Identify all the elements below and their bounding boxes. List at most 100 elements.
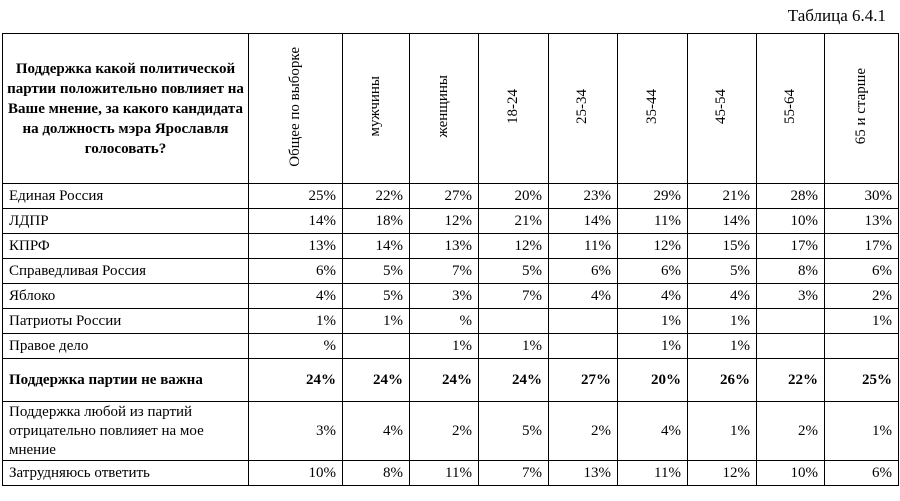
table-row: ЛДПР 14% 18% 12% 21% 14% 11% 14% 10% 13% <box>2 208 899 234</box>
table-cell: % <box>248 333 343 359</box>
column-header: 18-24 <box>478 33 549 184</box>
table-cell: 2% <box>409 401 479 461</box>
row-label: Патриоты России <box>2 308 249 334</box>
table-cell: 23% <box>548 183 618 209</box>
column-header-label: 18-24 <box>504 89 521 124</box>
table-cell <box>342 333 410 359</box>
header-row: Поддержка какой политической партии поло… <box>2 33 899 184</box>
column-header: 45-54 <box>687 33 757 184</box>
table-cell: 6% <box>824 460 899 486</box>
table-cell: 18% <box>342 208 410 234</box>
column-header-label: 65 и старше <box>852 68 869 145</box>
column-header: 25-34 <box>548 33 618 184</box>
table-cell: 25% <box>824 358 899 402</box>
row-label: Яблоко <box>2 283 249 309</box>
table-cell <box>756 333 825 359</box>
table-cell: 1% <box>342 308 410 334</box>
table-cell: 25% <box>248 183 343 209</box>
table-cell: 3% <box>248 401 343 461</box>
table-row: Поддержка любой из партий отрицательно п… <box>2 401 899 461</box>
table-cell: 20% <box>617 358 688 402</box>
table-cell: 7% <box>409 258 479 284</box>
table-cell: 12% <box>687 460 757 486</box>
table-row: Патриоты России 1% 1%% 1% 1% 1% <box>2 308 899 334</box>
table-cell: 22% <box>342 183 410 209</box>
column-header: женщины <box>409 33 479 184</box>
column-header-label: Общее по выборке <box>286 46 303 167</box>
table-cell: 6% <box>548 258 618 284</box>
table-cell: 17% <box>756 233 825 259</box>
column-header-label: 35-44 <box>643 89 660 124</box>
table-cell: 4% <box>617 283 688 309</box>
table-cell: 20% <box>478 183 549 209</box>
table-cell: % <box>409 308 479 334</box>
table-cell: 5% <box>478 401 549 461</box>
table-cell: 6% <box>248 258 343 284</box>
table-cell: 8% <box>756 258 825 284</box>
row-label: Единая Россия <box>2 183 249 209</box>
table-cell <box>548 308 618 334</box>
row-label: Справедливая Россия <box>2 258 249 284</box>
table-cell: 1% <box>478 333 549 359</box>
table-cell: 6% <box>824 258 899 284</box>
table-cell: 21% <box>478 208 549 234</box>
table-body: Единая Россия 25% 22% 27% 20% 23% 29% 21% 28% 30%… <box>2 183 899 486</box>
table-cell: 5% <box>687 258 757 284</box>
table-cell: 30% <box>824 183 899 209</box>
table-cell: 6% <box>617 258 688 284</box>
table-row: Яблоко 4% 5% 3% 7% 4% 4% 4% 3% 2% <box>2 283 899 309</box>
table-cell: 22% <box>756 358 825 402</box>
table-cell: 24% <box>342 358 410 402</box>
table-cell: 14% <box>548 208 618 234</box>
table-cell: 13% <box>248 233 343 259</box>
column-header-label: 55-64 <box>781 89 798 124</box>
table-cell: 1% <box>824 308 899 334</box>
table-cell: 2% <box>756 401 825 461</box>
table-cell: 12% <box>478 233 549 259</box>
table-cell: 10% <box>756 208 825 234</box>
table-cell: 29% <box>617 183 688 209</box>
table-cell: 10% <box>756 460 825 486</box>
row-label: Поддержка любой из партий отрицательно п… <box>2 401 249 461</box>
table-cell: 1% <box>248 308 343 334</box>
row-label: ЛДПР <box>2 208 249 234</box>
column-header-label: 45-54 <box>713 89 729 124</box>
table-cell: 14% <box>687 208 757 234</box>
table-cell: 24% <box>478 358 549 402</box>
table-row: Поддержка партии не важна 24% 24% 24% 24% 27%… <box>2 358 899 402</box>
table-cell: 4% <box>548 283 618 309</box>
table-cell: 4% <box>617 401 688 461</box>
table-cell: 5% <box>342 258 410 284</box>
survey-table: Поддержка какой политической партии поло… <box>2 33 899 486</box>
table-cell: 11% <box>617 208 688 234</box>
table-cell: 4% <box>342 401 410 461</box>
column-header: 65 и старше <box>824 33 899 184</box>
table-cell: 21% <box>687 183 757 209</box>
table-cell: 8% <box>342 460 410 486</box>
column-header-label: 25-34 <box>574 89 590 124</box>
table-cell: 4% <box>687 283 757 309</box>
table-cell: 13% <box>548 460 618 486</box>
table-cell <box>756 308 825 334</box>
table-cell: 5% <box>342 283 410 309</box>
column-header: 55-64 <box>756 33 825 184</box>
table-cell: 1% <box>617 333 688 359</box>
table-cell: 13% <box>824 208 899 234</box>
table-cell: 24% <box>409 358 479 402</box>
table-cell: 17% <box>824 233 899 259</box>
row-label: КПРФ <box>2 233 249 259</box>
table-cell: 12% <box>409 208 479 234</box>
table-cell: 3% <box>756 283 825 309</box>
table-row: Справедливая Россия 6% 5% 7% 5% 6% 6% 5% 8% 6% <box>2 258 899 284</box>
table-cell <box>548 333 618 359</box>
table-cell: 2% <box>824 283 899 309</box>
table-row: Правое дело% 1% 1% 1% 1% <box>2 333 899 359</box>
table-cell: 3% <box>409 283 479 309</box>
table-cell: 27% <box>548 358 618 402</box>
column-header-label: мужчины <box>367 76 383 137</box>
table-cell: 1% <box>687 401 757 461</box>
table-cell: 13% <box>409 233 479 259</box>
column-header: 35-44 <box>617 33 688 184</box>
table-cell: 2% <box>548 401 618 461</box>
table-cell: 27% <box>409 183 479 209</box>
